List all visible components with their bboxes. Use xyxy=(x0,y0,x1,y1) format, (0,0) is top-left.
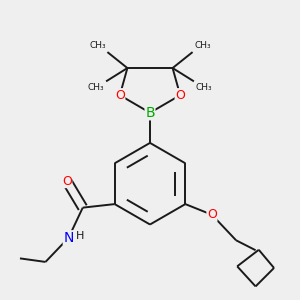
Text: O: O xyxy=(175,89,185,102)
Text: CH₃: CH₃ xyxy=(88,83,104,92)
Text: O: O xyxy=(207,208,217,221)
Text: O: O xyxy=(62,175,72,188)
Text: H: H xyxy=(76,231,84,241)
Text: CH₃: CH₃ xyxy=(196,83,212,92)
Text: CH₃: CH₃ xyxy=(89,41,106,50)
Text: N: N xyxy=(63,231,74,245)
Text: B: B xyxy=(145,106,155,120)
Text: CH₃: CH₃ xyxy=(194,41,211,50)
Text: O: O xyxy=(115,89,125,102)
